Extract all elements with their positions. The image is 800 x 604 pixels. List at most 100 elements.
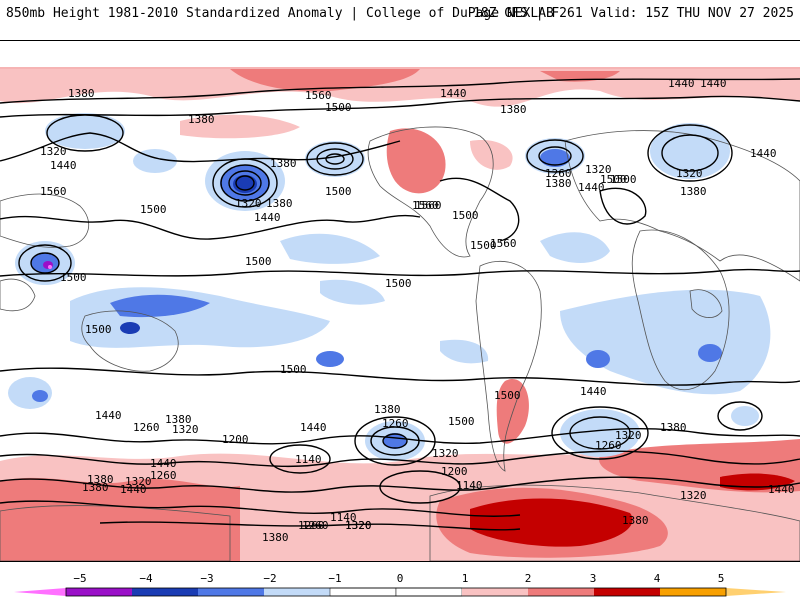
contour-label: 1440 [440,87,467,100]
contour-label: 1380 [545,177,572,190]
colorbar-segment [198,588,264,596]
tick-label: −1 [328,572,341,585]
contour-label: 1320 [345,519,372,532]
contour-label: 1440 [750,147,777,160]
height-contours [0,78,800,531]
colorbar-tip-right [726,588,786,596]
contour-label: 1380 [165,413,192,426]
contour-label: 1500 [452,209,479,222]
colorbar-svg: −5 −4 −3 −2 −1 0 1 2 3 4 5 [14,572,786,597]
contour-label: 1560 [40,185,67,198]
tick-label: −5 [73,572,86,585]
colorbar-segment [329,587,397,597]
contour-label: 1380 [266,197,293,210]
contour-label: 1440 [700,77,727,90]
contour-label: 1560 [305,89,332,102]
contour-label: 1380 [270,157,297,170]
contour-label: 1380 [374,403,401,416]
contour-label: 1440 [768,483,795,496]
contour-label: 1500 [85,323,112,336]
contour-label: 1440 [578,181,605,194]
colorbar-border [65,587,727,597]
contour-label: 1500 [494,389,521,402]
contour-label: 1320 [432,447,459,460]
tick-label: −2 [263,572,276,585]
contour-label: 1500 [140,203,167,216]
colorbar-ticks: −5 −4 −3 −2 −1 0 1 2 3 4 5 [73,572,724,585]
contour-label: 1320 [235,197,262,210]
model-run-info: 18Z GFS | F261 Valid: 15Z THU NOV 27 202… [473,6,794,21]
contour-label: 1380 [82,481,109,494]
contour-label: 1500 [470,239,497,252]
colorbar-segment [264,588,330,596]
contour-label: 1560 [415,199,442,212]
contour-label: 1260 [133,421,160,434]
anomaly-map[interactable]: 1380 1560 1500 1440 1380 1440 1320 1440 … [0,40,800,562]
contour-label: 1500 [325,185,352,198]
contour-label: 1320 [172,423,199,436]
contour-label: 1320 [125,475,152,488]
contour-label: 1320 [615,429,642,442]
contour-label: 1440 [50,159,77,172]
map-canvas: 1380 1560 1500 1440 1380 1440 1320 1440 … [0,67,800,561]
tick-label: 2 [525,572,532,585]
tick-label: −4 [139,572,153,585]
contour-label: 1260 [150,469,177,482]
contour-label: 1440 [580,385,607,398]
contour-label: 1260 [302,519,329,532]
contour-label: 1380 [680,185,707,198]
colorbar: −5 −4 −3 −2 −1 0 1 2 3 4 5 [0,560,800,600]
contour-label: 1200 [222,433,249,446]
contour-label: 1320 [585,163,612,176]
tick-label: 3 [590,572,597,585]
contour-label: 1320 [345,519,372,532]
header-bar: 850mb Height 1981-2010 Standardized Anom… [0,0,800,34]
contour-label: 1500 [385,277,412,290]
contour-label: 1380 [660,421,687,434]
contour-label: 1440 [254,211,281,224]
contour-label: 1140 [456,479,483,492]
contour-label: 1440 [150,457,177,470]
contour-label: 1500 [60,271,87,284]
contour-label: 1500 [325,101,352,114]
contour-label: 1440 [95,409,122,422]
contour-label: 1260 [545,167,572,180]
tick-label: 1 [462,572,469,585]
contour-label: 1320 [676,167,703,180]
tick-label: 4 [654,572,661,585]
colorbar-segment [395,587,463,597]
contour-labels: 1380 1560 1500 1440 1380 1440 1320 1440 … [40,77,795,544]
tick-label: −3 [200,572,213,585]
contour-label: 1440 [120,483,147,496]
contour-label: 1380 [500,103,527,116]
contour-label: 1440 [668,77,695,90]
contour-label: 1380 [188,113,215,126]
contour-label: 1380 [68,87,95,100]
contour-label: 1500 [610,173,637,186]
contour-label: 1560 [490,237,517,250]
colorbar-segment [660,588,726,596]
colorbar-segment [132,588,198,596]
contour-label: 1500 [245,255,272,268]
contour-label: 1380 [622,514,649,527]
contour-label: 1140 [330,511,357,524]
colorbar-segment [462,588,528,596]
map-title: 850mb Height 1981-2010 Standardized Anom… [6,6,554,21]
contour-label: 1500 [280,363,307,376]
contour-label: 1140 [295,453,322,466]
contour-label: 1380 [262,531,289,544]
tick-label: 0 [397,572,404,585]
contour-label: 1500 [448,415,475,428]
contour-label: 1320 [40,145,67,158]
tick-label: 5 [718,572,725,585]
contour-label: 1440 [300,421,327,434]
contour-label: 1200 [441,465,468,478]
colorbar-segment [594,588,660,596]
contour-label: 1320 [680,489,707,502]
colorbar-segment [66,588,132,596]
contour-label: 1500 [600,173,627,186]
contour-label: 1260 [382,417,409,430]
contour-label: 1260 [298,519,325,532]
contour-label: 1260 [595,439,622,452]
contour-label: 1560 [412,199,439,212]
